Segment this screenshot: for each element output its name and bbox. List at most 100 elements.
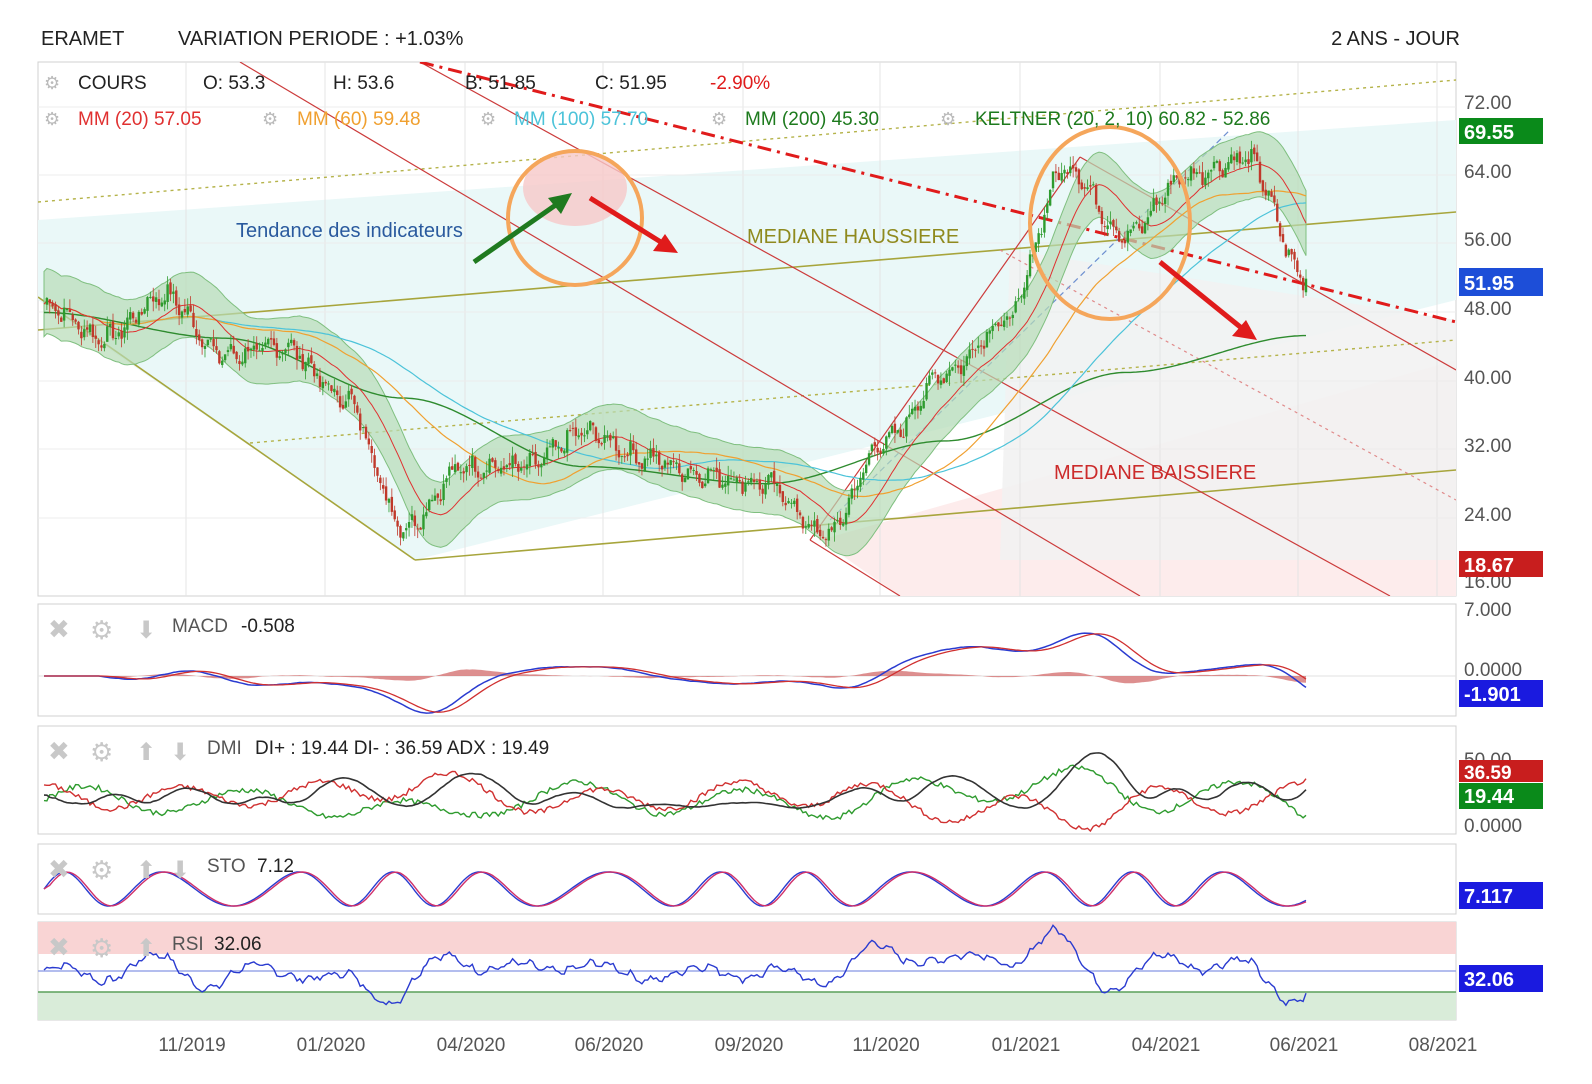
candle-body (269, 338, 273, 340)
candle-body (657, 452, 661, 465)
candle-body (476, 471, 480, 478)
candle-body (410, 514, 414, 521)
gear-icon[interactable]: ⚙ (90, 934, 113, 964)
candle-body (419, 527, 422, 530)
candle-body (212, 339, 215, 347)
candle-body (169, 282, 172, 295)
close-icon[interactable]: ✖ (48, 933, 70, 963)
candle-body (692, 469, 695, 471)
candle-body (896, 430, 899, 433)
candle-body (1135, 222, 1138, 224)
candle-body (499, 467, 503, 474)
candle-body (652, 448, 655, 457)
gear-icon[interactable]: ⚙ (90, 616, 113, 646)
candle-body (301, 354, 304, 370)
price-badge: 51.95 (1464, 273, 1514, 295)
candle-body (315, 373, 319, 377)
candle-body (246, 346, 250, 352)
candle-body (347, 390, 350, 400)
candle-body (149, 296, 152, 298)
arrow-up-icon[interactable]: ⬆ (136, 738, 156, 766)
candle-body (327, 383, 330, 385)
candle-body (126, 317, 129, 330)
period-selector[interactable]: 2 ANS - JOUR (1331, 28, 1460, 50)
candle-body (393, 510, 396, 520)
candle-body (195, 328, 198, 337)
candle-body (318, 375, 322, 387)
gear-icon[interactable]: ⚙ (711, 109, 727, 129)
candle-body (1158, 201, 1161, 204)
candle-body (120, 330, 123, 339)
gear-icon[interactable]: ⚙ (44, 109, 60, 129)
candle-body (1255, 152, 1259, 162)
candle-body (1273, 195, 1276, 203)
candle-body (945, 373, 948, 383)
close-icon[interactable]: ✖ (48, 737, 70, 767)
candle-body (956, 365, 960, 368)
candle-body (137, 311, 141, 325)
candle-body (1238, 151, 1242, 164)
bearish-dotted-line (999, 249, 1456, 501)
gear-icon[interactable]: ⚙ (90, 738, 113, 768)
main-price-panel: Tendance des indicateurs MEDIANE HAUSSIE… (37, 61, 1457, 597)
candle-body (600, 443, 603, 445)
candle-body (1100, 211, 1104, 225)
candle-body (793, 500, 796, 505)
candle-body (568, 429, 572, 431)
gear-icon[interactable]: ⚙ (90, 856, 113, 886)
candle-body (795, 498, 799, 512)
candle-body (1215, 160, 1219, 163)
candle-body (761, 488, 764, 494)
candle-body (471, 455, 474, 469)
close-icon[interactable]: ✖ (48, 855, 70, 885)
gear-icon[interactable]: ⚙ (480, 109, 496, 129)
candle-body (1115, 226, 1118, 231)
candle-body (48, 299, 51, 304)
candle-body (131, 312, 135, 319)
red-down-arrow-1 (588, 195, 678, 253)
candle-body (1132, 225, 1135, 229)
candle-body (152, 296, 155, 302)
gear-icon[interactable]: ⚙ (940, 109, 956, 129)
gear-icon[interactable]: ⚙ (44, 73, 60, 93)
candle-body (183, 308, 187, 313)
candle-body (686, 468, 690, 480)
candle-body (1172, 175, 1175, 183)
candle-body (252, 345, 256, 350)
candle-body (60, 317, 63, 322)
candle-body (862, 472, 865, 480)
price-badges: 69.55 51.95 18.67 (1459, 118, 1543, 577)
candle-body (583, 435, 586, 437)
candle-body (640, 463, 644, 469)
candle-body (936, 374, 940, 384)
macd-panel: ✖ ⚙ ⬇ MACD -0.508 7.000 0.0000 -1.901 (37, 600, 1543, 717)
candle-body (448, 466, 451, 476)
candle-body (459, 472, 463, 474)
arrow-up-icon[interactable]: ⬆ (136, 856, 156, 884)
candle-body (591, 422, 595, 426)
candle-body (1253, 147, 1256, 155)
candle-body (965, 356, 968, 367)
price-tick: 64.00 (1464, 162, 1512, 183)
candle-body (1025, 275, 1029, 290)
candle-body (491, 458, 494, 462)
candle-body (974, 349, 977, 351)
arrow-down-icon[interactable]: ⬇ (170, 856, 190, 884)
candle-body (384, 486, 388, 501)
candle-body (218, 351, 221, 364)
x-tick: 04/2021 (1132, 1035, 1201, 1056)
candle-body (1241, 162, 1244, 164)
candle-body (1011, 314, 1014, 319)
arrow-up-icon[interactable]: ⬆ (136, 934, 156, 962)
gear-icon[interactable]: ⚙ (262, 109, 278, 129)
candle-body (1198, 172, 1201, 174)
arrow-down-icon[interactable]: ⬇ (170, 738, 190, 766)
candle-body (1186, 179, 1190, 181)
arrow-down-icon[interactable]: ⬇ (136, 616, 156, 644)
close-icon[interactable]: ✖ (48, 615, 70, 645)
candle-body (928, 375, 931, 385)
candle-body (632, 443, 635, 451)
candle-body (997, 322, 1000, 327)
x-tick: 11/2019 (158, 1035, 225, 1056)
